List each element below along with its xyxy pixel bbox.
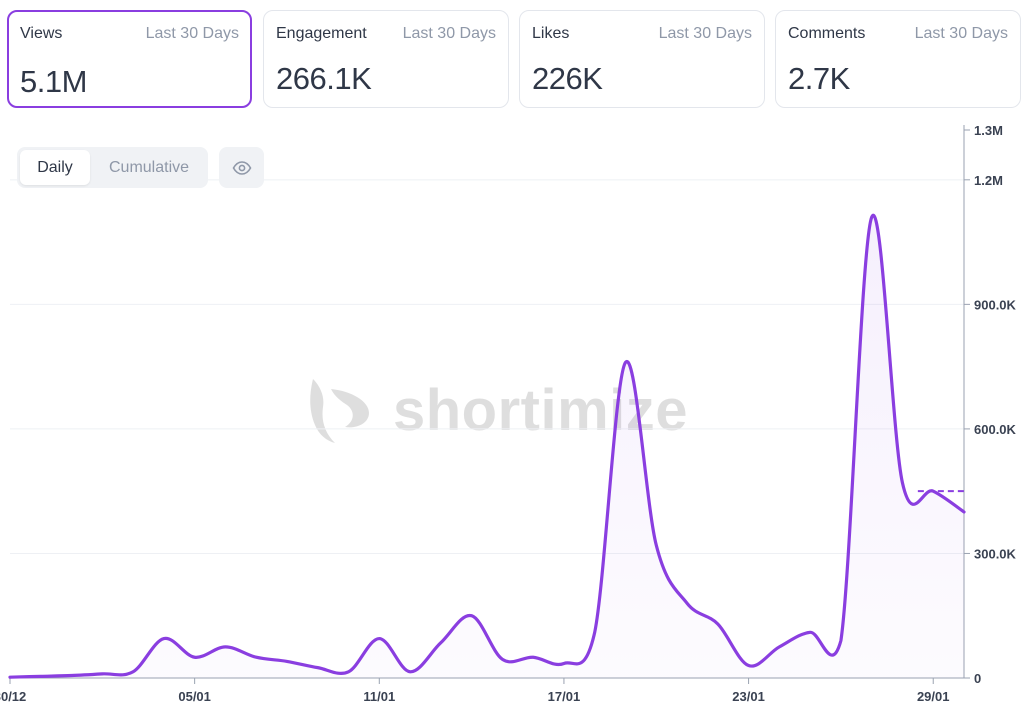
views-chart: 0 300.0K 600.0K 900.0K 1.2M 1.3M 30/12 05/01 11/… — [0, 123, 1017, 704]
engagement-label: Engagement — [276, 25, 367, 42]
likes-period: Last 30 Days — [658, 25, 752, 42]
x-tick-label: 11/01 — [363, 689, 395, 704]
y-tick-label: 1.2M — [974, 173, 1003, 188]
comments-label: Comments — [788, 25, 866, 42]
comments-period: Last 30 Days — [914, 25, 1008, 42]
x-tick-label: 05/01 — [178, 689, 211, 704]
likes-label: Likes — [532, 25, 570, 42]
views-value: 5.1M — [20, 64, 87, 99]
eye-icon — [232, 161, 252, 175]
daily-toggle-button[interactable]: Daily — [20, 150, 90, 185]
y-tick-label: 900.0K — [974, 297, 1017, 312]
visibility-toggle-button[interactable] — [219, 147, 264, 188]
y-tick-label: 0 — [974, 671, 981, 686]
views-period: Last 30 Days — [145, 25, 239, 42]
likes-value: 226K — [532, 61, 603, 96]
comments-card[interactable]: Comments Last 30 Days 2.7K — [775, 10, 1021, 108]
views-card[interactable]: Views Last 30 Days 5.1M — [7, 10, 252, 108]
engagement-card[interactable]: Engagement Last 30 Days 266.1K — [263, 10, 509, 108]
comments-value: 2.7K — [788, 61, 850, 96]
engagement-period: Last 30 Days — [402, 25, 496, 42]
y-tick-label: 300.0K — [974, 546, 1017, 561]
engagement-value: 266.1K — [276, 61, 372, 96]
views-label: Views — [20, 25, 63, 42]
y-tick-label: 1.3M — [974, 123, 1003, 138]
x-tick-label: 17/01 — [548, 689, 581, 704]
cumulative-toggle-button[interactable]: Cumulative — [108, 159, 190, 176]
views-series-line — [8, 213, 966, 679]
views-area-fill — [10, 215, 964, 678]
x-tick-label: 29/01 — [917, 689, 950, 704]
y-tick-label: 600.0K — [974, 422, 1017, 437]
x-tick-label: 23/01 — [732, 689, 765, 704]
likes-card[interactable]: Likes Last 30 Days 226K — [519, 10, 765, 108]
view-mode-toggle: Daily Cumulative — [17, 147, 208, 188]
x-tick-label: 30/12 — [0, 689, 26, 704]
